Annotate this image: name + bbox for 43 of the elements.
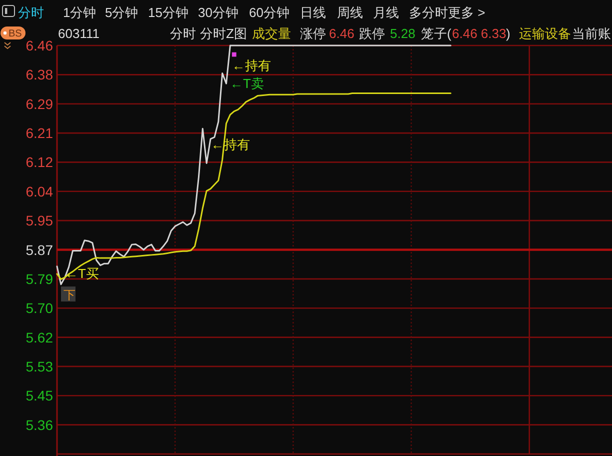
y-tick-label: 5.87 (26, 242, 54, 258)
text: 5分钟 (105, 5, 138, 20)
y-tick-label: 5.36 (26, 416, 54, 433)
y-tick-label: 6.04 (26, 183, 54, 200)
y-tick-label: 6.21 (26, 125, 54, 142)
text: 603111 (58, 26, 100, 41)
text: 6.46 (329, 26, 354, 41)
y-tick-label: 5.45 (26, 388, 54, 404)
text: 成交量 (252, 26, 291, 41)
y-tick-label: 5.70 (26, 300, 54, 316)
text: 30分钟 (198, 5, 238, 20)
y-tick-label: 5.62 (26, 329, 54, 346)
text: 分时Z图 (200, 26, 247, 41)
text: 60分钟 (249, 5, 290, 20)
text: 分时 (170, 26, 196, 41)
text: 15分钟 (148, 5, 188, 20)
text: 涨停 (300, 26, 326, 41)
y-tick-label: 6.12 (26, 154, 54, 170)
text: 月线 (373, 5, 399, 20)
text: 日线 (300, 5, 326, 20)
y-tick-label: 6.29 (26, 96, 54, 112)
text: 笼子( (421, 26, 452, 41)
text: ) (506, 26, 510, 41)
text: 6.46 6.33 (452, 26, 506, 41)
y-tick-label: 5.79 (26, 270, 54, 287)
y-tick-label: 5.95 (26, 212, 54, 229)
y-tick-label: 6.38 (26, 66, 54, 83)
annotation: ←T买 (65, 266, 99, 281)
text: 运输设备 (519, 26, 571, 41)
annotation: ←持有 (232, 58, 271, 73)
text: 周线 (337, 5, 363, 20)
y-tick-label: 6.46 (26, 38, 54, 54)
text: 跌停 (359, 26, 385, 41)
annotation: ←T卖 (230, 76, 264, 91)
text: 1分钟 (63, 5, 96, 20)
text: 当前账 (572, 26, 611, 41)
text: 更多 > (448, 5, 486, 20)
annotation: 下 (64, 288, 76, 302)
text: 多分时 (409, 5, 448, 20)
badge: 下 (61, 286, 76, 302)
text: 5.28 (390, 26, 416, 41)
text: 分时 (18, 5, 44, 20)
y-tick-label: 5.53 (26, 358, 54, 374)
